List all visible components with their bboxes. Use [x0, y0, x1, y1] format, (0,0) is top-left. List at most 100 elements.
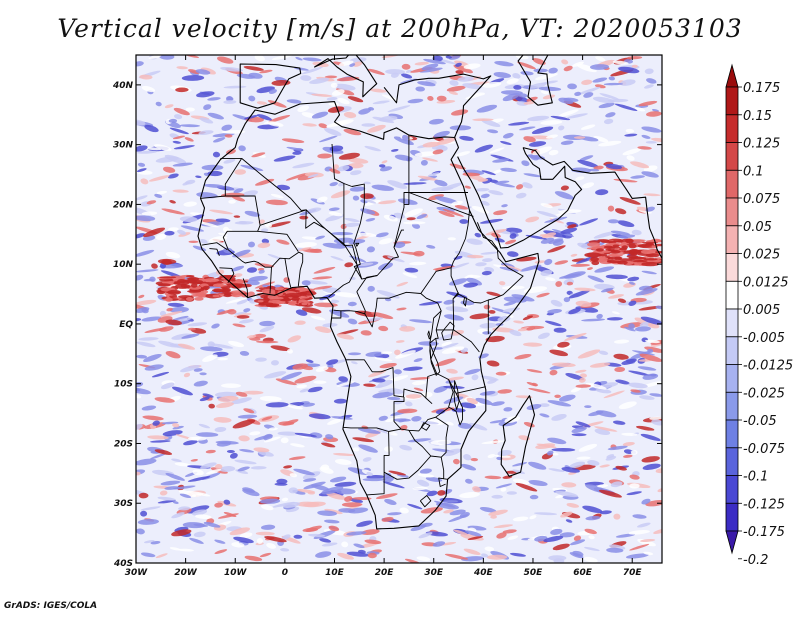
field-streak [136, 471, 141, 476]
field-streak [378, 325, 389, 332]
field-streak [268, 89, 277, 94]
field-streak [509, 552, 527, 557]
field-streak [488, 509, 508, 516]
field-streak [486, 291, 501, 297]
field-streak [626, 56, 643, 60]
field-streak [548, 67, 558, 74]
iberia-coast [239, 63, 302, 109]
field-streak [307, 386, 323, 393]
field-streak [267, 114, 291, 123]
field-streak [221, 124, 233, 131]
field-streak [520, 71, 534, 76]
field-streak [503, 301, 517, 306]
field-streak [617, 220, 635, 228]
field-streak [292, 151, 302, 155]
field-streak [148, 55, 162, 59]
lat-tick-label: 40N [112, 81, 134, 91]
field-streak [490, 515, 497, 519]
field-streak [326, 97, 338, 101]
field-streak [489, 147, 505, 154]
field-streak [529, 494, 539, 500]
field-streak [137, 518, 159, 525]
field-streak [337, 165, 350, 172]
field-streak [451, 200, 463, 206]
field-streak [615, 379, 630, 385]
field-streak-strong [185, 279, 203, 284]
field-streak [149, 276, 156, 282]
field-streak [229, 452, 238, 459]
field-streak [632, 514, 647, 519]
field-streak [563, 97, 579, 102]
field-streak-strong [586, 247, 600, 250]
field-streak [254, 55, 265, 62]
field-streak [238, 435, 250, 442]
field-streak [263, 436, 281, 443]
field-streak [651, 109, 660, 112]
field-streak [505, 239, 517, 245]
field-streak [329, 145, 344, 152]
field-streak [261, 524, 276, 530]
field-streak [555, 490, 578, 498]
field-streak [535, 73, 558, 80]
field-streak [435, 358, 456, 367]
colorbar-label: 0.1 [743, 164, 764, 179]
geography-lines [197, 55, 662, 530]
field-streak [225, 297, 247, 304]
field-streak [425, 476, 443, 482]
field-streak [351, 361, 358, 365]
field-streak [401, 73, 413, 79]
field-streak [187, 476, 211, 482]
field-streak [255, 357, 267, 362]
field-streak [171, 529, 192, 537]
field-streak [319, 538, 332, 543]
lake-outline [463, 297, 467, 307]
field-streak [486, 360, 500, 367]
field-streak [570, 387, 582, 393]
field-streak [268, 221, 291, 228]
field-streak [137, 162, 146, 167]
field-streak [328, 211, 343, 217]
field-streak [608, 76, 615, 81]
field-streak [623, 449, 634, 454]
field-streak [213, 417, 232, 423]
field-streak [416, 213, 428, 220]
field-streak [213, 137, 226, 143]
field-streak [235, 391, 248, 397]
field-streak [136, 61, 144, 67]
field-streak [443, 448, 462, 457]
field-streak [329, 182, 338, 187]
field-streak [560, 227, 578, 234]
field-streak [294, 320, 306, 325]
field-streak [147, 435, 169, 440]
field-streak [249, 431, 261, 436]
field-streak [188, 240, 199, 244]
lat-tick-label: 30S [114, 499, 133, 509]
field-streak [550, 115, 571, 121]
field-streak [558, 394, 576, 402]
field-streak [489, 419, 506, 424]
field-streak [223, 158, 236, 164]
country-border [257, 230, 299, 252]
field-streak-strong [187, 290, 202, 293]
field-streak [325, 434, 334, 440]
field-streak [136, 318, 142, 322]
field-streak [144, 364, 164, 371]
field-streak [384, 499, 397, 505]
field-streak [144, 327, 168, 333]
field-streak [466, 397, 478, 405]
field-streak [441, 342, 459, 349]
field-streak [502, 132, 514, 139]
field-streak [417, 81, 436, 87]
field-streak [615, 208, 627, 215]
field-streak [329, 168, 341, 174]
field-streak [281, 497, 289, 502]
field-streak [513, 320, 524, 324]
field-streak [327, 417, 345, 425]
country-border [242, 278, 249, 298]
field-streak [590, 64, 609, 70]
field-streak [328, 207, 340, 211]
field-streak [165, 251, 181, 259]
field-streak [175, 87, 189, 93]
field-streak [140, 552, 156, 558]
field-streak [547, 308, 562, 314]
